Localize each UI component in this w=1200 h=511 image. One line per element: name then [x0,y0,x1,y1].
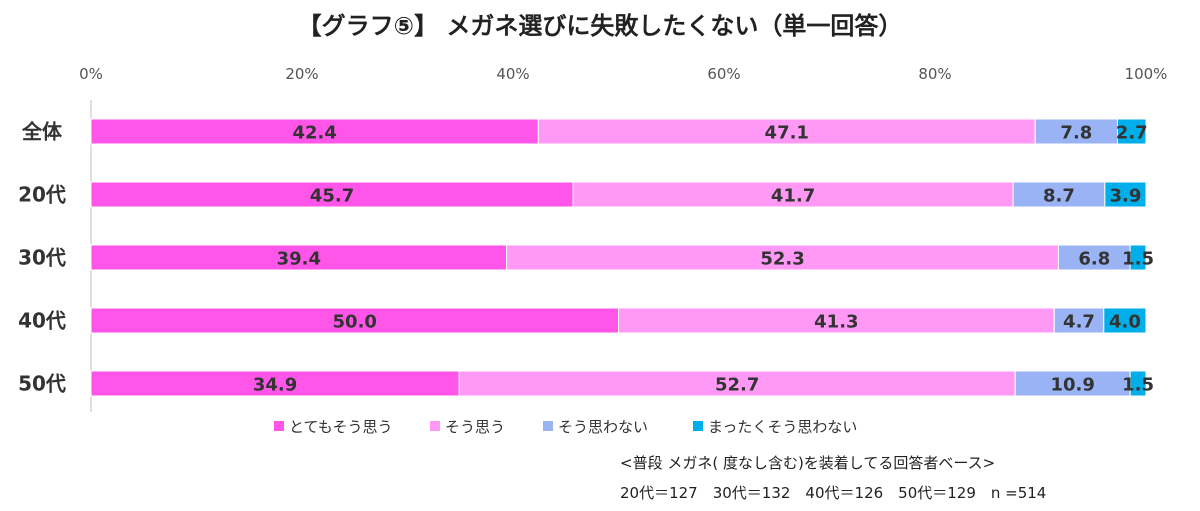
x-tick-label: 20% [285,65,318,83]
bar-segment [1053,307,1105,334]
legend-label: そう思わない [558,418,648,436]
data-label: 4.0 [1109,312,1141,333]
bars [90,118,1147,397]
bar-segment [1117,118,1147,145]
data-label: 52.7 [715,375,759,396]
data-label: 2.7 [1116,123,1148,144]
x-axis-ticks: 0% 20% 40% 60% 80% 100% [79,65,1167,83]
data-label: 42.4 [292,123,336,144]
data-label: 1.5 [1122,249,1154,270]
bar-segment [90,307,619,334]
legend: とてもそう思う そう思う そう思わない まったくそう思わない [274,418,857,436]
bar-segment [1129,244,1147,271]
data-labels: 42.4 47.1 7.8 2.7 45.7 41.7 8.7 3.9 39.4 52.3 6.8 1… [253,123,1154,396]
data-label: 6.8 [1078,249,1110,270]
data-label: 52.3 [760,249,804,270]
legend-swatch [693,421,703,431]
legend-label: まったくそう思わない [708,418,857,436]
data-label: 4.7 [1063,312,1095,333]
sample-size-note: 20代＝127 30代＝132 40代＝126 50代＝129 n =514 [620,484,1046,502]
data-label: 34.9 [253,375,297,396]
category-label: 40代 [18,309,66,333]
category-label: 30代 [18,246,66,270]
x-tick-label: 80% [918,65,951,83]
data-label: 47.1 [765,123,809,144]
bar-segment [1014,370,1131,397]
bar-segment [1103,307,1147,334]
data-label: 8.7 [1043,186,1075,207]
bar-segment [618,307,1055,334]
legend-swatch [430,421,440,431]
legend-swatch [543,421,553,431]
bar-segment [572,181,1014,208]
x-tick-label: 40% [496,65,529,83]
legend-swatch [274,421,284,431]
bar-segment [1057,244,1131,271]
data-label: 7.8 [1060,123,1092,144]
bar-segment [1104,181,1147,208]
legend-label: とてもそう思う [289,418,393,436]
bar-segment [1129,370,1147,397]
bar-segment [506,244,1059,271]
x-tick-label: 0% [79,65,103,83]
chart-title: 【グラフ⑤】 メガネ選びに失敗したくない（単一回答） [298,12,903,40]
data-label: 50.0 [333,312,377,333]
data-label: 3.9 [1109,186,1141,207]
x-tick-label: 100% [1125,65,1168,83]
category-label: 全体 [21,120,63,144]
bar-segment [537,118,1036,145]
data-label: 1.5 [1122,375,1154,396]
base-note: <普段 メガネ( 度なし含む)を装着してる回答者ベース> [620,454,995,472]
data-label: 39.4 [277,249,321,270]
x-tick-label: 60% [707,65,740,83]
data-label: 41.7 [771,186,815,207]
category-labels: 全体 20代 30代 40代 50代 [18,120,66,396]
legend-label: そう思う [445,418,505,436]
data-label: 45.7 [310,186,354,207]
bar-segment [90,244,508,271]
data-label: 41.3 [814,312,858,333]
category-label: 50代 [18,372,66,396]
category-label: 20代 [18,183,66,207]
data-label: 10.9 [1050,375,1094,396]
bar-segment [1034,118,1119,145]
